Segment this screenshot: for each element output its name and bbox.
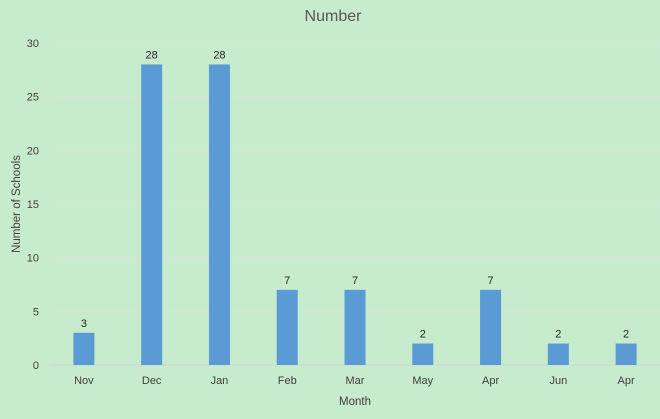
data-label: 3 bbox=[81, 318, 87, 330]
y-tick-label: 10 bbox=[27, 253, 39, 265]
x-tick-label: Apr bbox=[482, 375, 499, 387]
x-tick-label: Jan bbox=[211, 375, 229, 387]
x-axis-title: Month bbox=[339, 396, 371, 408]
bar bbox=[344, 289, 366, 365]
bar bbox=[547, 343, 569, 365]
x-tick-label: Dec bbox=[142, 375, 162, 387]
x-tick-label: Nov bbox=[74, 375, 94, 387]
data-label: 2 bbox=[420, 329, 426, 341]
data-label: 2 bbox=[623, 329, 629, 341]
y-tick-label: 25 bbox=[27, 92, 39, 104]
data-label: 2 bbox=[555, 329, 561, 341]
y-tick-label: 20 bbox=[27, 145, 39, 157]
x-tick-label: Feb bbox=[278, 375, 297, 387]
bar bbox=[141, 64, 163, 365]
bar bbox=[73, 332, 95, 365]
y-tick-label: 15 bbox=[27, 199, 39, 211]
bar bbox=[480, 289, 502, 365]
chart-title: Number bbox=[305, 8, 363, 25]
y-axis-ticks: 0 5 10 15 20 25 30 bbox=[27, 38, 39, 372]
x-tick-label: May bbox=[412, 375, 433, 387]
data-label: 28 bbox=[213, 49, 225, 61]
bars bbox=[73, 64, 637, 365]
x-tick-label: Apr bbox=[618, 375, 635, 387]
y-tick-label: 0 bbox=[33, 360, 39, 372]
data-label: 7 bbox=[284, 275, 290, 287]
y-tick-label: 5 bbox=[33, 306, 39, 318]
x-tick-label: Mar bbox=[346, 375, 365, 387]
bar bbox=[208, 64, 230, 365]
x-tick-label: Jun bbox=[549, 375, 567, 387]
data-label: 28 bbox=[146, 49, 158, 61]
y-axis-title: Number of Schools bbox=[11, 155, 23, 253]
bar bbox=[412, 343, 434, 365]
x-axis-ticks: Nov Dec Jan Feb Mar May Apr Jun Apr bbox=[74, 375, 635, 387]
bar bbox=[615, 343, 637, 365]
bar bbox=[276, 289, 298, 365]
data-label: 7 bbox=[352, 275, 358, 287]
data-label: 7 bbox=[487, 275, 493, 287]
data-labels: 3 28 28 7 7 2 7 2 2 bbox=[81, 49, 629, 340]
y-tick-label: 30 bbox=[27, 38, 39, 50]
